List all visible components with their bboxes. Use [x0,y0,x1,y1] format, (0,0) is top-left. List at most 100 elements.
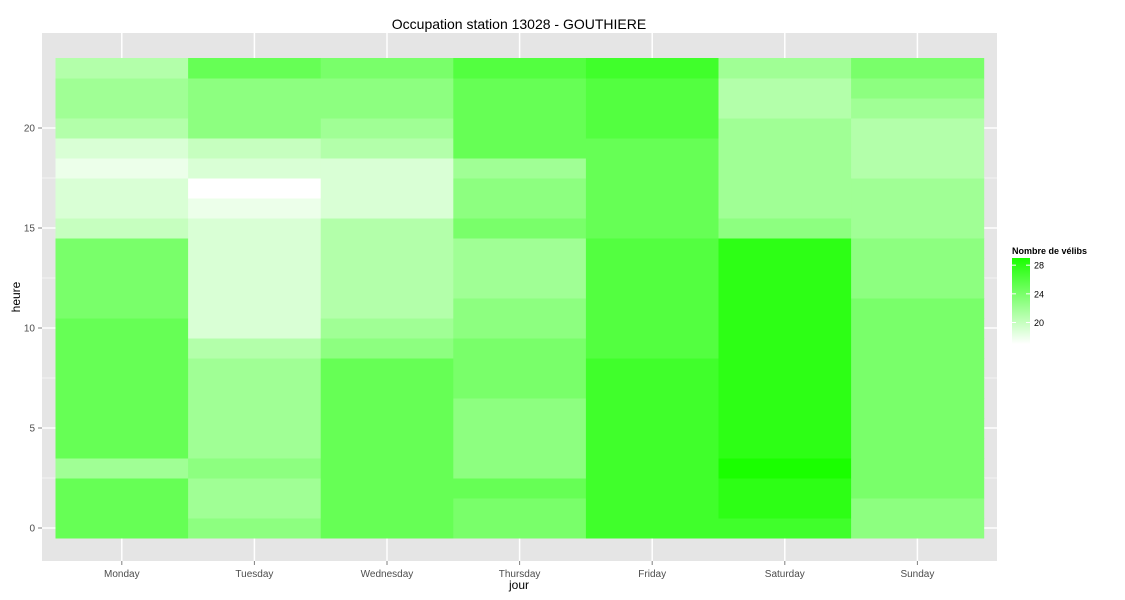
heatmap-cell [851,178,985,199]
heatmap-cell [188,358,322,379]
heatmap-cell [188,278,322,299]
heatmap-cell [453,158,587,179]
heatmap-cell [718,218,852,239]
heatmap-cell [718,58,852,79]
heatmap-cell [585,358,719,379]
heatmap-cell [55,58,189,79]
heatmap-cell [851,158,985,179]
heatmap-cell [718,318,852,339]
heatmap-cell [851,358,985,379]
heatmap-cell [585,458,719,479]
heatmap-cell [320,98,454,119]
x-tick-label: Friday [638,569,666,580]
heatmap-cell [188,78,322,99]
heatmap-cell [320,258,454,279]
heatmap-cell [188,458,322,479]
heatmap-cell [585,258,719,279]
heatmap-cell [718,398,852,419]
heatmap-cell [55,258,189,279]
heatmap-cell [585,518,719,539]
heatmap-cell [585,198,719,219]
heatmap-cell [851,458,985,479]
heatmap-cell [585,338,719,359]
heatmap-cell [718,178,852,199]
heatmap-cell [453,78,587,99]
x-tick-label: Tuesday [235,569,273,580]
heatmap-cell [453,478,587,499]
heatmap-cell [55,478,189,499]
heatmap-cell [320,378,454,399]
heatmap-cell [453,358,587,379]
legend-color-bar [1012,258,1030,344]
heatmap-cell [851,438,985,459]
heatmap-cell [851,238,985,259]
heatmap-cell [718,478,852,499]
heatmap-cell [320,198,454,219]
heatmap-cell [585,118,719,139]
heatmap-cell [585,478,719,499]
heatmap-cell [188,178,322,199]
heatmap-cell [453,138,587,159]
heatmap-cell [585,178,719,199]
heatmap-cell [851,298,985,319]
heatmap-cell [453,238,587,259]
y-tick-label: 10 [24,324,36,335]
heatmap-cell [55,198,189,219]
heatmap-cell [851,138,985,159]
heatmap-cell [718,278,852,299]
heatmap-cell [851,218,985,239]
heatmap-cell [320,138,454,159]
heatmap-cell [453,278,587,299]
heatmap-cell [188,58,322,79]
x-tick-label: Monday [104,569,140,580]
heatmap-cell [718,198,852,219]
heatmap-cell [320,398,454,419]
heatmap-cells [55,58,985,539]
x-tick-label: Thursday [499,569,541,580]
heatmap-cell [453,298,587,319]
y-tick-label: 5 [29,424,35,435]
heatmap-cell [585,318,719,339]
heatmap-cell [718,78,852,99]
heatmap-cell [453,218,587,239]
heatmap-cell [453,338,587,359]
heatmap-cell [320,58,454,79]
heatmap-cell [188,258,322,279]
y-tick-label: 20 [24,124,36,135]
heatmap-cell [585,298,719,319]
heatmap-cell [851,198,985,219]
heatmap-cell [453,198,587,219]
heatmap-cell [453,498,587,519]
heatmap-cell [55,338,189,359]
heatmap-cell [718,118,852,139]
heatmap-cell [453,438,587,459]
heatmap-cell [320,118,454,139]
heatmap-cell [55,358,189,379]
heatmap-cell [320,478,454,499]
heatmap-cell [55,218,189,239]
heatmap-cell [585,158,719,179]
heatmap-cell [453,118,587,139]
heatmap-cell [851,318,985,339]
heatmap-cell [55,278,189,299]
heatmap-cell [55,78,189,99]
heatmap-cell [55,458,189,479]
heatmap-cell [585,278,719,299]
heatmap-cell [55,438,189,459]
heatmap-cell [188,318,322,339]
heatmap-cell [718,338,852,359]
heatmap-cell [851,338,985,359]
heatmap-cell [55,98,189,119]
y-axis-ticks: 0 5 10 15 20 [24,124,42,535]
y-tick-label: 0 [29,524,35,535]
x-axis-title: jour [508,578,529,592]
x-tick-label: Sunday [900,569,934,580]
heatmap-cell [320,278,454,299]
heatmap-cell [718,158,852,179]
heatmap-cell [55,318,189,339]
heatmap-cell [55,138,189,159]
heatmap-cell [585,498,719,519]
heatmap-cell [453,378,587,399]
heatmap-cell [585,398,719,419]
